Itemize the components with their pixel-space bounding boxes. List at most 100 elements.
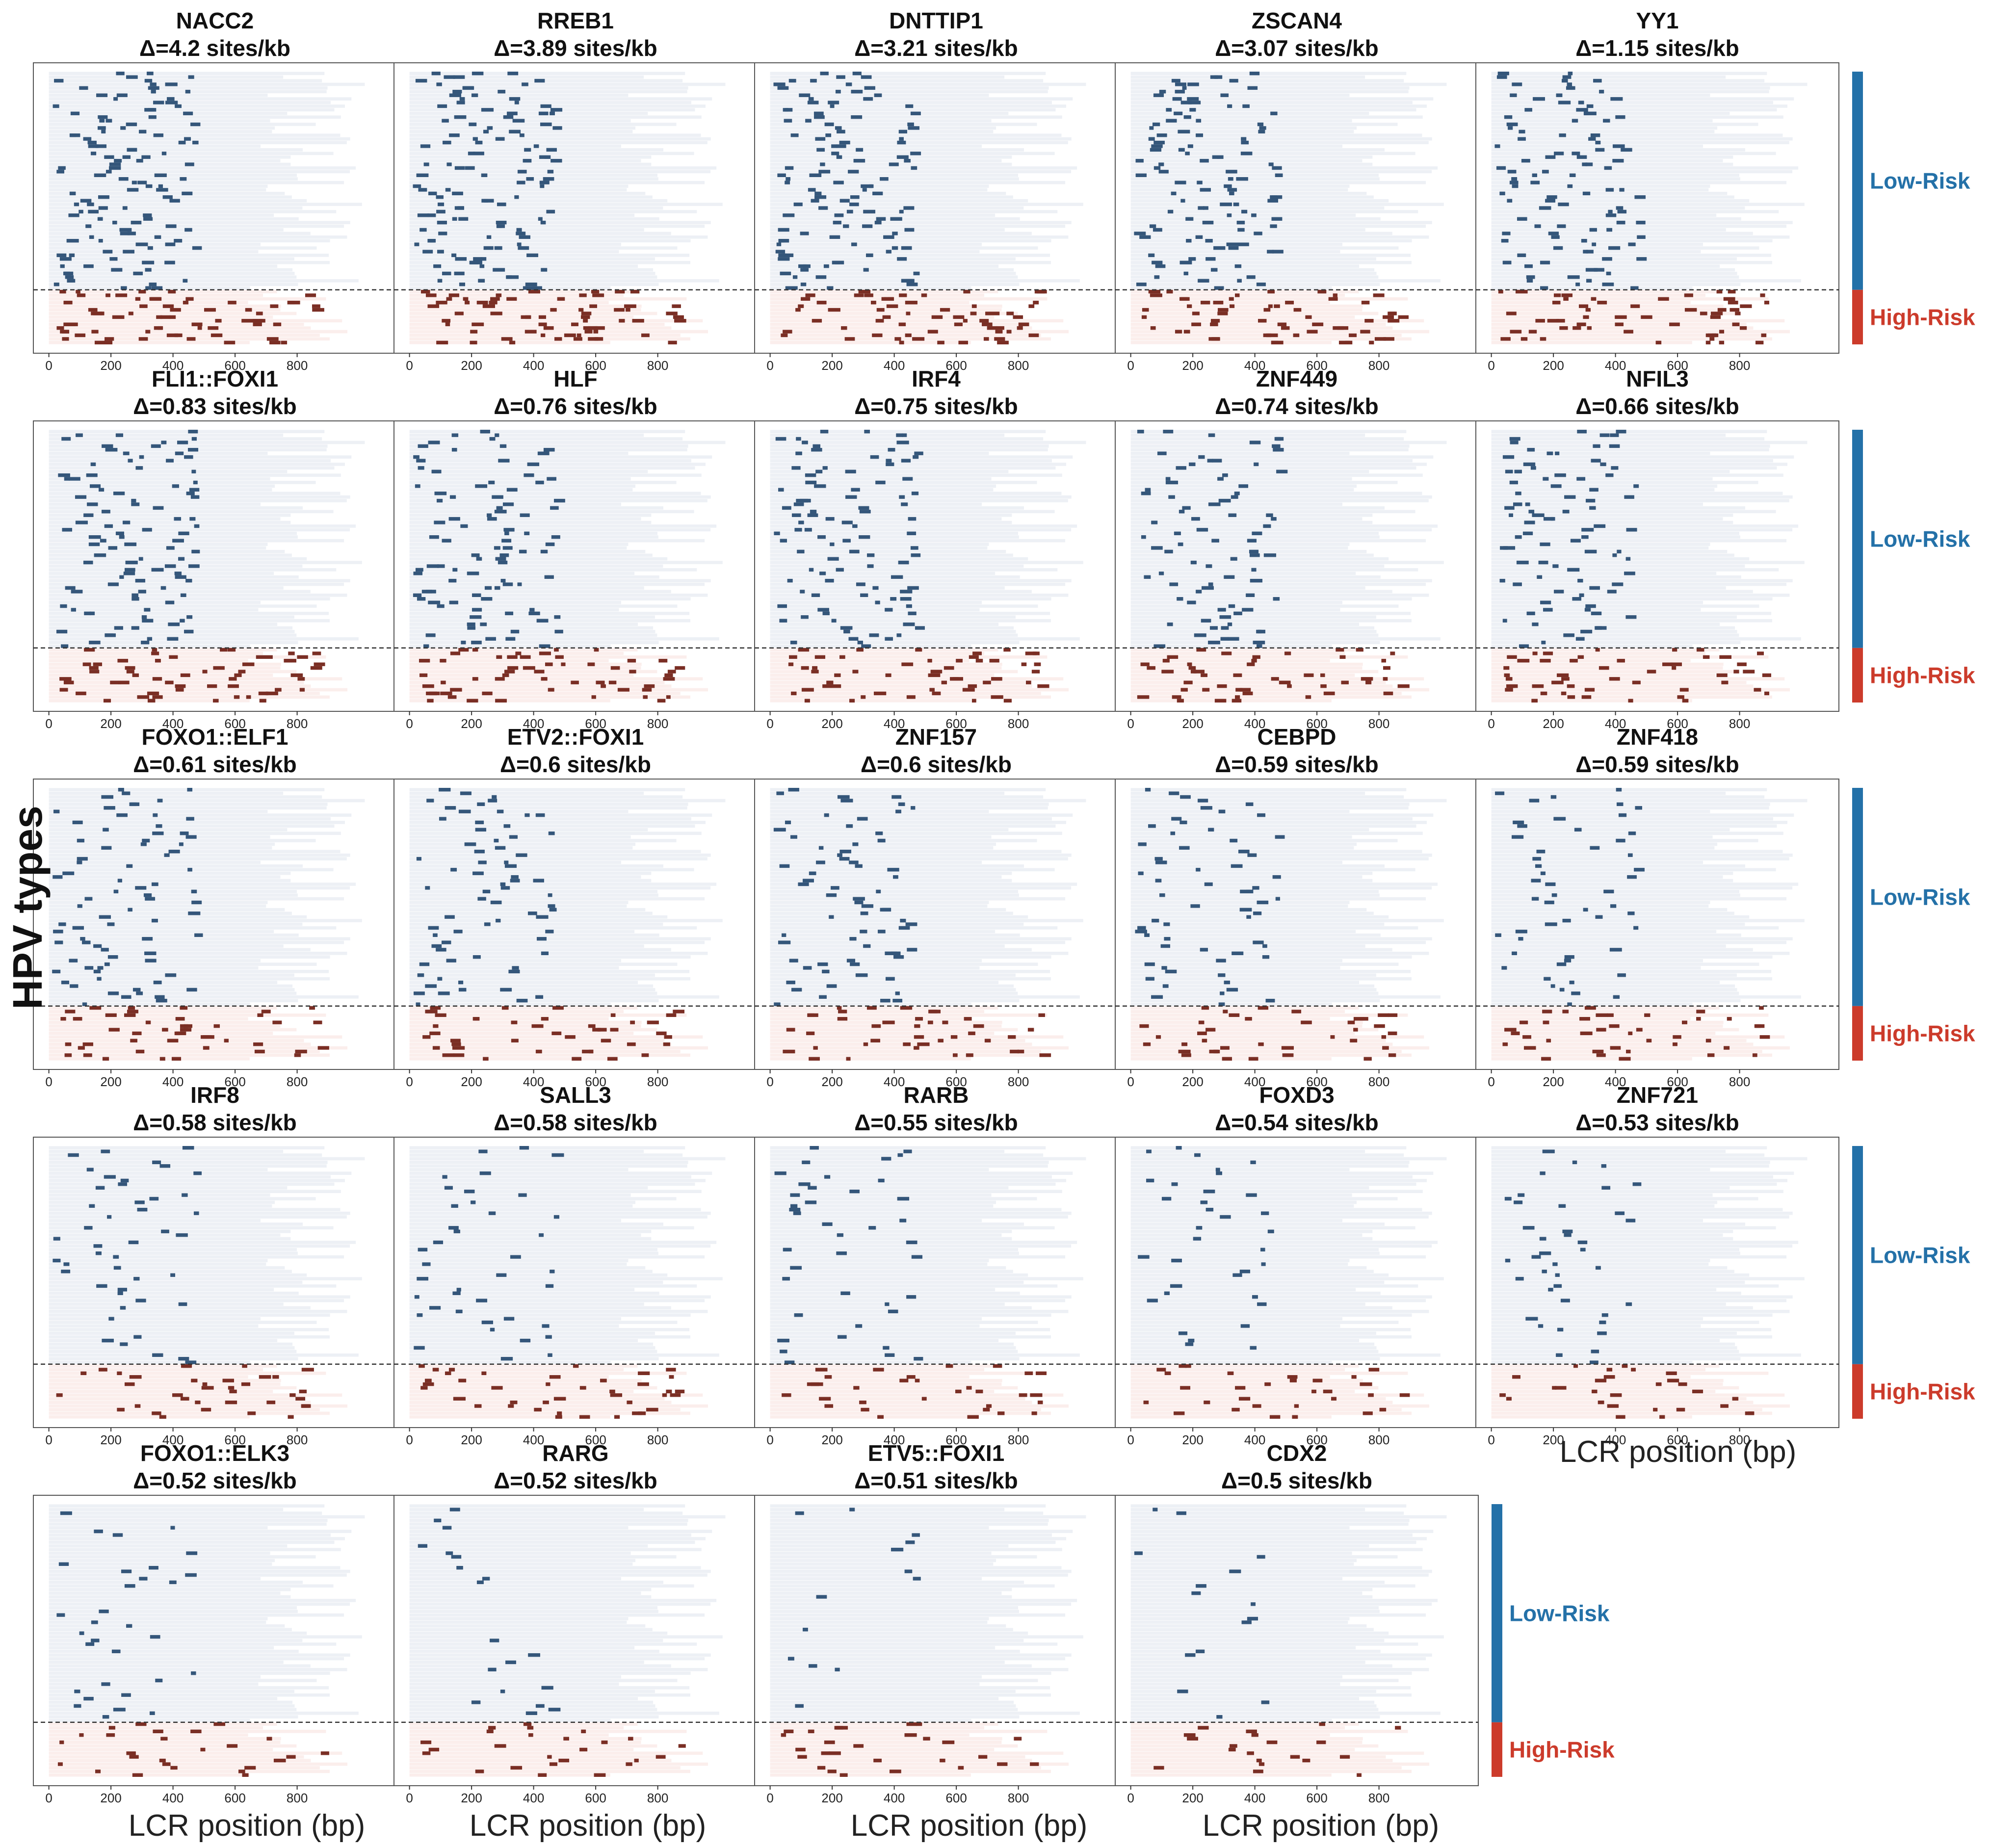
binding-site [186, 1551, 198, 1555]
high-risk-band [1491, 695, 1773, 699]
binding-site [1174, 111, 1183, 115]
low-risk-band [1130, 455, 1434, 459]
binding-site [662, 1393, 667, 1397]
binding-site [554, 337, 562, 341]
low-risk-band [1130, 952, 1429, 955]
low-risk-band [49, 977, 330, 981]
low-risk-band [49, 1277, 362, 1280]
binding-site [550, 308, 557, 312]
binding-site [1501, 966, 1507, 970]
low-risk-band [1130, 433, 1365, 437]
binding-site [802, 879, 814, 883]
low-risk-band [1130, 90, 1409, 94]
binding-site [169, 1580, 177, 1585]
binding-site [529, 608, 535, 612]
panel-delta: Δ=0.75 sites/kb [854, 393, 1018, 419]
low-risk-band [49, 1635, 362, 1639]
low-risk-band [1130, 1324, 1340, 1328]
low-risk-band [770, 803, 1049, 806]
binding-site [900, 918, 906, 923]
binding-site [419, 1364, 425, 1368]
binding-site [859, 510, 871, 514]
low-risk-band [770, 1223, 1024, 1226]
binding-site [80, 1371, 87, 1376]
high-risk-band [770, 1379, 1002, 1382]
binding-site [165, 224, 177, 228]
binding-site [608, 680, 617, 684]
binding-site [1553, 246, 1563, 250]
binding-site [1368, 1393, 1374, 1397]
low-risk-band [49, 448, 327, 452]
high-risk-band [409, 293, 624, 297]
binding-site [929, 688, 935, 692]
high-risk-band [49, 301, 248, 305]
binding-site [244, 1766, 256, 1770]
binding-site [488, 480, 495, 485]
low-risk-band [1130, 579, 1432, 582]
low-risk-band [770, 1313, 1051, 1317]
high-risk-band [409, 1010, 624, 1014]
low-risk-band [1130, 1588, 1373, 1591]
low-risk-band [1491, 1321, 1759, 1324]
low-risk-band [770, 79, 1044, 82]
binding-site [1284, 651, 1291, 655]
binding-site [59, 289, 66, 294]
low-risk-band [1130, 594, 1429, 597]
binding-site [1137, 430, 1144, 434]
binding-site [1252, 655, 1260, 659]
binding-site [167, 1039, 179, 1042]
binding-site [540, 549, 548, 554]
binding-site [1149, 224, 1156, 228]
binding-site [126, 75, 138, 79]
binding-site [145, 330, 151, 334]
binding-site [1667, 1379, 1679, 1382]
binding-site [1252, 1295, 1258, 1299]
low-risk-band [1130, 1566, 1422, 1570]
low-risk-band [1491, 1339, 1720, 1342]
low-risk-band [1130, 1704, 1377, 1708]
binding-site [1507, 170, 1517, 174]
high-risk-band [1491, 1375, 1691, 1379]
panel-delta: Δ=0.58 sites/kb [494, 1110, 657, 1135]
binding-site [1212, 155, 1220, 159]
binding-site [174, 333, 183, 338]
binding-site [69, 959, 78, 963]
low-risk-band [1130, 1559, 1357, 1562]
binding-site [850, 195, 860, 199]
binding-site [144, 951, 157, 956]
low-risk-band [49, 828, 288, 832]
panel-delta: Δ=1.15 sites/kb [1575, 35, 1739, 61]
binding-site [1291, 1010, 1302, 1014]
low-risk-band [1130, 933, 1381, 937]
x-tick-label: 0 [1127, 1791, 1134, 1805]
low-risk-band [1130, 1690, 1376, 1693]
binding-site [805, 480, 817, 485]
binding-site [878, 1178, 885, 1183]
low-risk-band [1491, 889, 1739, 893]
low-risk-band [49, 1179, 345, 1182]
low-risk-band [49, 246, 317, 250]
binding-site [419, 659, 430, 663]
binding-site [906, 695, 916, 699]
binding-site [506, 297, 517, 301]
low-risk-band [770, 137, 1072, 141]
low-risk-band [1491, 459, 1773, 463]
binding-site [84, 1226, 93, 1230]
binding-site [774, 1002, 781, 1006]
low-risk-band [49, 889, 297, 893]
binding-site [808, 1186, 817, 1190]
binding-site [1545, 922, 1557, 926]
low-risk-band [49, 430, 325, 434]
low-risk-band [49, 1324, 259, 1328]
binding-site [905, 301, 917, 305]
x-tick-label: 800 [287, 1791, 308, 1805]
binding-site [1655, 340, 1662, 344]
x-tick-label: 200 [461, 358, 482, 373]
binding-site [186, 988, 197, 992]
binding-site [809, 871, 816, 875]
low-risk-band [1130, 984, 1375, 988]
binding-site [290, 673, 303, 677]
high-risk-band [1491, 337, 1773, 341]
low-risk-band [770, 1186, 1009, 1190]
binding-site [898, 322, 906, 326]
